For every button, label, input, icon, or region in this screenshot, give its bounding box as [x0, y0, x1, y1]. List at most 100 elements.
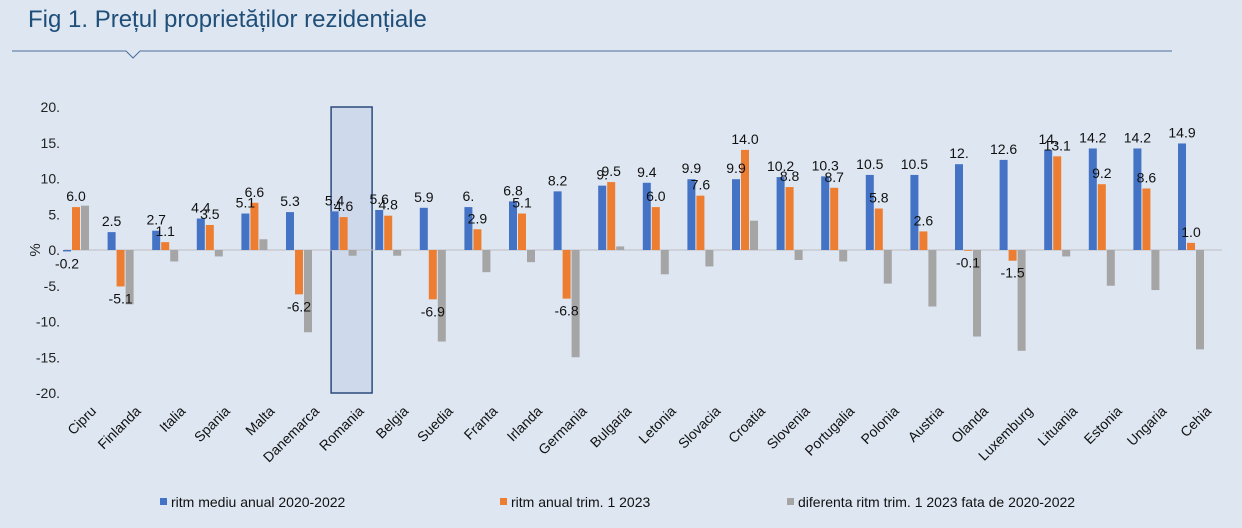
bar-1-ungaria	[1133, 148, 1142, 250]
bar-1-bulgaria	[598, 185, 607, 250]
data-label-2-luxemburg: -1.5	[1001, 265, 1025, 281]
data-label-2-italia: 1.1	[155, 223, 175, 239]
data-label-1-germania: 8.2	[548, 172, 568, 188]
data-label-2-polonia: 5.8	[869, 190, 889, 206]
x-tick-label-romania: Romania	[316, 403, 367, 454]
bar-3-suedia	[437, 250, 446, 342]
bar-1-irlanda	[509, 201, 517, 250]
data-label-1-slovacia: 9.9	[682, 160, 702, 176]
x-tick-label-franta: Franta	[461, 403, 501, 443]
x-tick-label-malta: Malta	[242, 403, 278, 439]
bar-3-croatia	[750, 220, 758, 250]
chart-chrome	[12, 50, 1172, 59]
bar-1-romania	[330, 211, 339, 250]
bar-2-bulgaria	[607, 182, 616, 250]
bar-2-letonia	[651, 207, 660, 250]
bar-1-polonia	[865, 174, 874, 250]
data-label-2-belgia: 4.8	[378, 197, 398, 213]
y-tick-label: 5.	[48, 206, 60, 222]
data-label-2-cipru: 6.0	[66, 188, 86, 204]
data-label-1-belgia: 5.6	[369, 191, 389, 207]
data-label-1-irlanda: 6.8	[503, 182, 523, 198]
bar-3-romania	[348, 250, 357, 256]
legend-swatch-2	[500, 498, 507, 505]
bars-layer	[63, 143, 1204, 358]
x-tick-label-cipru: Cipru	[64, 403, 99, 438]
x-tick-label-polonia: Polonia	[858, 403, 902, 447]
data-label-2-portugalia: 8.7	[824, 169, 844, 185]
bar-2-germania	[562, 250, 571, 299]
x-tick-label-finlanda: Finlanda	[94, 403, 143, 452]
bar-3-cipru	[81, 205, 89, 250]
data-label-1-malta: 5.1	[236, 195, 256, 211]
data-label-1-ungaria: 14.2	[1124, 129, 1151, 145]
legend-label-3: diferenta ritm trim. 1 2023 fata de 2020…	[798, 494, 1075, 510]
bar-1-slovacia	[687, 179, 696, 250]
bar-2-spania	[205, 224, 214, 250]
bar-1-suedia	[419, 207, 428, 250]
bar-3-portugalia	[839, 250, 848, 262]
bar-2-finlanda	[116, 250, 125, 287]
x-tick-label-lituania: Lituania	[1034, 403, 1080, 449]
bar-3-polonia	[883, 250, 892, 284]
data-label-2-finlanda: -5.1	[109, 290, 133, 306]
bar-2-belgia	[384, 215, 393, 250]
bar-3-franta	[482, 250, 491, 273]
figure-title: Fig 1. Prețul proprietăților rezidențial…	[28, 6, 427, 33]
data-label-1-spania: 4.4	[191, 200, 211, 216]
bar-2-estonia	[1097, 184, 1106, 250]
bar-2-franta	[473, 229, 482, 250]
data-label-2-slovacia: 7.6	[691, 177, 711, 193]
bar-3-lituania	[1062, 250, 1071, 257]
data-label-2-malta: 6.6	[245, 184, 265, 200]
data-label-2-slovenia: 8.8	[780, 168, 800, 184]
data-label-2-spania: 3.5	[200, 206, 220, 222]
x-tick-label-estonia: Estonia	[1081, 403, 1125, 447]
bar-1-portugalia	[821, 176, 830, 250]
bar-2-austria	[919, 231, 928, 250]
legend-swatch-3	[787, 498, 794, 505]
y-tick-label: -20.	[36, 385, 60, 401]
data-label-1-cipru: -0.2	[55, 255, 79, 271]
bar-3-slovacia	[705, 250, 714, 267]
data-label-2-estonia: 9.2	[1092, 165, 1112, 181]
data-label-1-olanda: 12.	[949, 145, 968, 161]
bar-1-lituania	[1044, 149, 1053, 250]
bar-3-olanda	[973, 250, 981, 337]
bar-1-finlanda	[107, 232, 116, 250]
bar-1-austria	[910, 174, 919, 250]
legend-swatch-1	[160, 498, 167, 505]
x-tick-label-spania: Spania	[191, 403, 233, 445]
data-label-2-olanda: -0.1	[956, 255, 980, 271]
bar-1-malta	[241, 213, 250, 250]
data-label-1-cehia: 14.9	[1168, 124, 1195, 140]
bar-2-lituania	[1053, 156, 1062, 250]
bar-1-cehia	[1178, 143, 1186, 250]
data-label-2-lituania: 13.1	[1044, 137, 1071, 153]
bar-3-slovenia	[794, 250, 803, 261]
data-label-2-irlanda: 5.1	[512, 195, 532, 211]
bar-1-belgia	[375, 209, 384, 250]
data-label-1-estonia: 14.2	[1079, 129, 1106, 145]
bar-2-malta	[250, 202, 259, 250]
data-label-2-letonia: 6.0	[646, 188, 666, 204]
data-label-2-cehia: 1.0	[1181, 224, 1201, 240]
bar-1-germania	[553, 191, 562, 250]
bar-2-portugalia	[830, 187, 839, 250]
y-tick-label: -15.	[36, 349, 60, 365]
bar-2-cehia	[1187, 242, 1195, 250]
bar-2-olanda	[964, 250, 972, 251]
bar-3-finlanda	[125, 250, 134, 305]
x-tick-label-austria: Austria	[904, 403, 946, 445]
data-label-1-suedia: 5.9	[414, 189, 434, 205]
bar-2-cipru	[72, 207, 80, 250]
data-label-1-portugalia: 10.3	[812, 157, 839, 173]
bar-2-italia	[161, 242, 170, 250]
y-tick-label: 10.	[41, 171, 60, 187]
bar-1-cipru	[63, 250, 71, 252]
data-label-2-croatia: 14.0	[731, 131, 758, 147]
y-tick-label: 15.	[41, 135, 60, 151]
bar-2-danemarca	[295, 250, 303, 295]
bar-1-letonia	[642, 182, 651, 250]
bar-2-slovacia	[696, 195, 705, 250]
